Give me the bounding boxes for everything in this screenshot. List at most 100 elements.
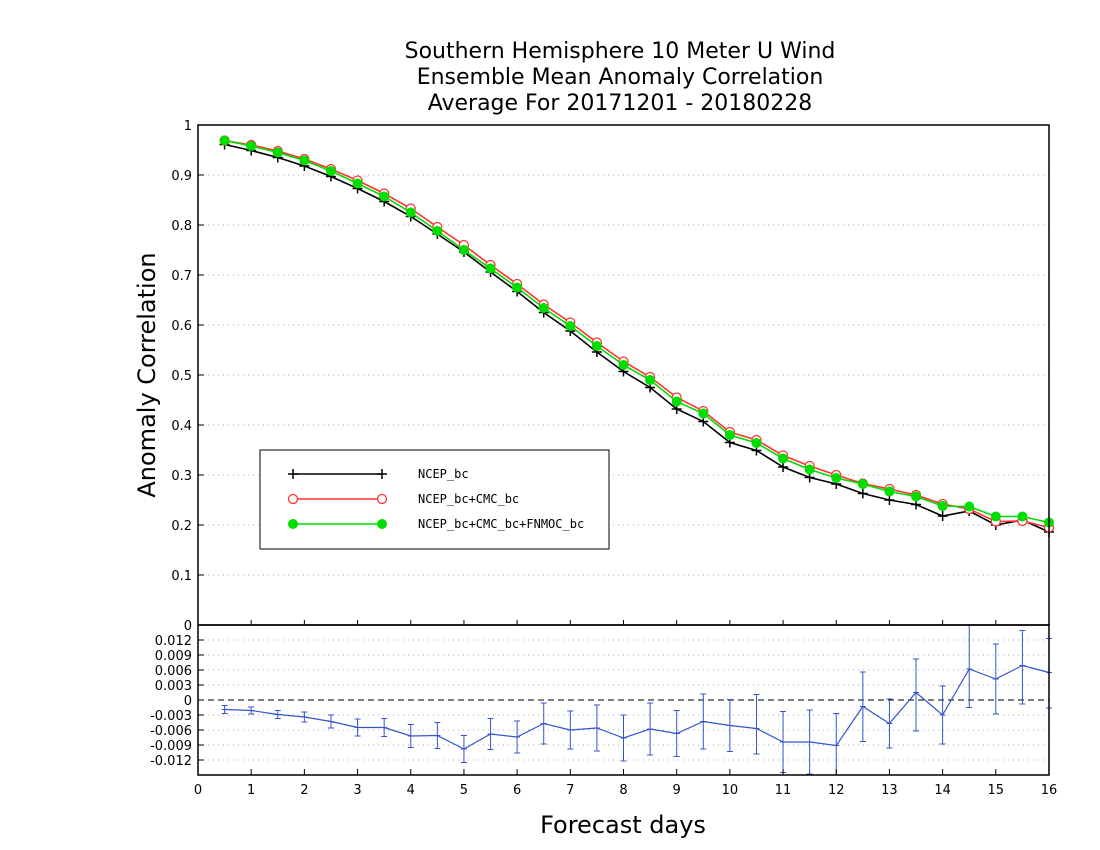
- main-y-tick-label: 0.1: [171, 569, 192, 584]
- legend-marker: [288, 469, 298, 479]
- error-bar: [753, 694, 760, 755]
- difference-series-layer: [221, 624, 1052, 776]
- x-tick-label: 8: [619, 783, 627, 798]
- legend-marker: [376, 493, 388, 505]
- data-point: [778, 462, 789, 472]
- error-bar: [673, 710, 680, 757]
- error-bar: [620, 714, 627, 762]
- error-bar: [886, 698, 893, 749]
- main-y-tick-label: 0.5: [171, 369, 192, 384]
- x-tick-label: 14: [934, 783, 951, 798]
- x-tick-label: 3: [353, 783, 361, 798]
- diff-y-tick-label: 0.006: [155, 664, 192, 679]
- error-bar: [1019, 630, 1026, 705]
- error-bar: [939, 685, 946, 745]
- main-y-tick-label: 1: [184, 119, 192, 134]
- legend-entry: NCEP_bc: [288, 467, 469, 481]
- x-tick-label: 4: [407, 783, 415, 798]
- error-bar: [248, 706, 255, 715]
- x-tick-label: 10: [722, 783, 739, 798]
- diff-y-tick-label: 0.003: [155, 679, 192, 694]
- legend: NCEP_bc NCEP_bc+CMC_bc NCEP_bc+CMC_bc+FNMO…: [259, 449, 610, 550]
- tick-labels: 0.1 0.2 0.3 0.4 0.5 0.6 0.7 0.8 0.9 1 -0.012-0.009…: [150, 119, 1057, 798]
- error-bar: [859, 671, 866, 742]
- data-point: [352, 178, 363, 189]
- data-point: [618, 360, 629, 370]
- legend-marker: [377, 519, 387, 529]
- legend-label: NCEP_bc+CMC_bc: [418, 492, 519, 506]
- data-point: [645, 375, 656, 385]
- error-bar: [301, 711, 308, 723]
- main-y-tick-label: 0.7: [171, 269, 192, 284]
- data-point: [538, 303, 549, 313]
- data-point: [405, 207, 416, 218]
- x-tick-label: 12: [828, 783, 845, 798]
- error-bar: [221, 705, 228, 714]
- legend-entry: NCEP_bc+CMC_bc+FNMOC_bc: [288, 517, 584, 531]
- x-tick-label: 16: [1041, 783, 1058, 798]
- diff-y-tick-label: 0: [184, 619, 192, 634]
- main-y-tick-label: 0.4: [171, 419, 192, 434]
- data-point: [831, 473, 842, 483]
- data-point: [804, 464, 815, 475]
- error-bar: [567, 710, 574, 750]
- data-point: [432, 226, 443, 236]
- error-bar: [726, 699, 733, 752]
- data-point: [1017, 511, 1028, 522]
- error-bar: [327, 714, 334, 729]
- data-point: [778, 453, 789, 464]
- data-point: [458, 245, 469, 255]
- error-bar: [992, 643, 999, 715]
- data-point: [857, 488, 868, 499]
- error-bar: [780, 711, 787, 773]
- data-point: [911, 491, 922, 502]
- x-tick-label: 7: [566, 783, 574, 798]
- data-point: [671, 396, 682, 407]
- data-point: [565, 321, 576, 331]
- data-point: [937, 511, 948, 521]
- data-point: [884, 486, 895, 497]
- error-bar: [966, 624, 973, 708]
- title-line: Southern Hemisphere 10 Meter U Wind: [405, 39, 836, 64]
- x-axis-title: Forecast days: [540, 811, 706, 839]
- data-point: [884, 495, 895, 505]
- error-bar: [274, 710, 281, 719]
- data-point: [751, 438, 762, 448]
- diff-y-tick-label: -0.003: [150, 709, 192, 724]
- main-series-layer: [219, 135, 1055, 537]
- error-bar: [407, 724, 414, 748]
- diff-y-tick-label: 0: [184, 694, 192, 709]
- error-bar: [434, 722, 441, 749]
- diff-y-tick-label: 0.009: [155, 649, 192, 664]
- error-bar: [593, 704, 600, 752]
- x-tick-label: 9: [673, 783, 681, 798]
- error-bar: [460, 735, 467, 763]
- error-bar: [833, 713, 840, 776]
- data-point: [325, 166, 336, 176]
- diff-y-tick-label: -0.012: [150, 754, 192, 769]
- legend-label: NCEP_bc+CMC_bc+FNMOC_bc: [418, 517, 584, 531]
- error-bar: [514, 720, 521, 754]
- legend-marker: [377, 469, 387, 479]
- x-tick-label: 5: [460, 783, 468, 798]
- difference-line: [224, 664, 1050, 750]
- data-point: [591, 341, 602, 351]
- error-bar: [540, 702, 547, 745]
- error-bar: [700, 693, 707, 750]
- legend-entry: NCEP_bc+CMC_bc: [287, 492, 519, 506]
- error-bar: [913, 658, 920, 732]
- data-point: [857, 479, 868, 489]
- data-point: [724, 430, 735, 440]
- main-y-tick-label: 0.6: [171, 319, 192, 334]
- error-bar: [487, 718, 494, 750]
- data-point: [698, 408, 709, 419]
- diff-y-tick-label: 0.012: [155, 634, 192, 649]
- x-tick-label: 6: [513, 783, 521, 798]
- error-bar: [354, 718, 361, 737]
- data-point: [937, 501, 948, 511]
- title-line: Ensemble Mean Anomaly Correlation: [417, 65, 824, 90]
- data-point: [964, 501, 975, 512]
- data-point: [512, 282, 523, 293]
- chart-title: Southern Hemisphere 10 Meter U WindEnsem…: [405, 39, 836, 116]
